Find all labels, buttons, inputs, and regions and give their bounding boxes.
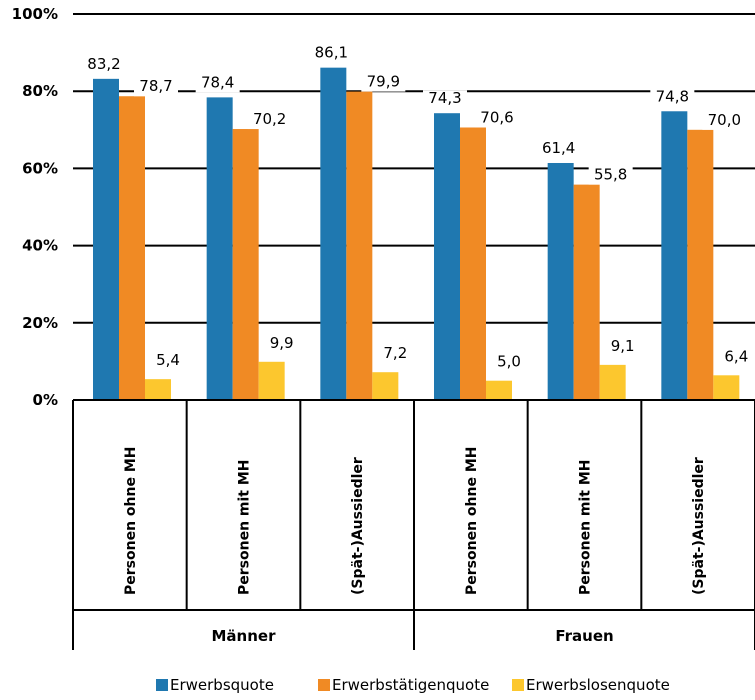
y-tick-label: 80% — [22, 82, 58, 100]
group-label: Frauen — [555, 627, 613, 645]
bar — [372, 372, 399, 400]
legend-swatch — [318, 679, 330, 691]
data-label: 70,2 — [253, 110, 286, 128]
data-label: 70,6 — [480, 108, 513, 126]
category-label: Personen ohne MH — [464, 447, 480, 595]
bar — [599, 364, 626, 400]
legend-label: Erwerbstätigenquote — [332, 676, 489, 694]
data-label: 78,7 — [139, 77, 172, 95]
legend-swatch — [512, 679, 524, 691]
group-label: Männer — [212, 627, 277, 645]
data-label: 70,0 — [708, 111, 741, 129]
bar — [145, 379, 171, 400]
data-label-bg — [588, 166, 633, 185]
data-label: 9,9 — [270, 334, 294, 352]
data-label: 5,4 — [156, 351, 180, 369]
data-label-bg — [309, 44, 354, 63]
y-tick-label: 0% — [33, 391, 58, 409]
data-label: 5,0 — [497, 353, 521, 371]
data-label-bg — [134, 78, 178, 97]
data-label-bg — [361, 73, 406, 92]
data-label-bg — [536, 139, 581, 158]
bar — [661, 111, 688, 400]
data-label: 9,1 — [611, 337, 635, 355]
bar — [573, 184, 600, 400]
data-label: 6,4 — [724, 347, 748, 365]
data-label: 74,3 — [428, 89, 461, 107]
bar — [547, 162, 574, 400]
data-label-bg — [702, 111, 747, 130]
category-label: (Spät-)Aussiedler — [691, 457, 707, 595]
y-tick-label: 100% — [12, 5, 58, 23]
y-tick-label: 60% — [22, 159, 58, 177]
legend-label: Erwerbslosenquote — [526, 676, 670, 694]
bar — [486, 380, 512, 400]
bar — [93, 78, 119, 401]
data-label: 55,8 — [594, 166, 627, 184]
bar — [320, 67, 347, 401]
data-label: 61,4 — [542, 139, 575, 157]
legend-swatch — [156, 679, 168, 691]
data-label: 83,2 — [87, 55, 120, 73]
data-label-bg — [82, 55, 126, 74]
bar — [258, 361, 285, 400]
data-label-bg — [195, 74, 240, 93]
data-label: 78,4 — [201, 73, 234, 91]
data-label-bg — [475, 109, 519, 128]
data-label: 7,2 — [383, 344, 407, 362]
category-label: (Spät-)Aussiedler — [350, 457, 366, 595]
bar — [119, 96, 145, 400]
bar — [687, 129, 714, 401]
y-tick-label: 40% — [22, 237, 58, 255]
category-label: Personen ohne MH — [123, 447, 139, 595]
data-label-bg — [423, 90, 467, 109]
bar — [206, 97, 233, 400]
data-label: 79,9 — [367, 73, 400, 91]
bar — [346, 91, 373, 400]
data-label-bg — [650, 88, 695, 107]
bar — [232, 129, 259, 400]
data-label: 74,8 — [656, 87, 689, 105]
bar — [460, 127, 486, 400]
y-tick-label: 20% — [22, 314, 58, 332]
legend-label: Erwerbsquote — [170, 676, 274, 694]
category-label: Personen mit MH — [237, 459, 253, 595]
data-label-bg — [247, 111, 292, 130]
bar — [713, 375, 740, 400]
category-label: Personen mit MH — [578, 459, 594, 595]
data-label: 86,1 — [315, 44, 348, 62]
bar — [434, 113, 460, 401]
